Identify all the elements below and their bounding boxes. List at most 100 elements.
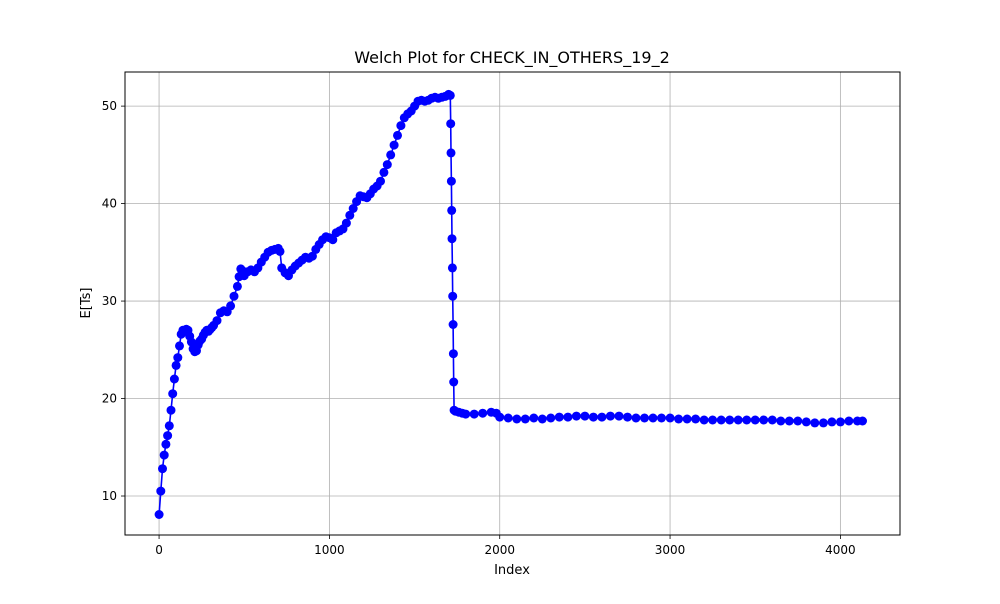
data-point — [446, 148, 456, 158]
data-point — [605, 411, 615, 421]
data-point — [827, 417, 837, 427]
x-tick-label: 4000 — [825, 543, 856, 557]
data-point — [588, 412, 598, 422]
data-point — [614, 411, 624, 421]
data-point — [154, 510, 164, 519]
data-point — [682, 414, 692, 424]
data-point — [631, 413, 641, 423]
data-point — [341, 218, 351, 228]
data-point — [379, 167, 389, 177]
x-tick-label: 2000 — [484, 543, 515, 557]
x-axis-label: Index — [494, 563, 530, 578]
data-point — [503, 413, 513, 423]
data-point — [156, 486, 166, 496]
data-point — [520, 414, 530, 424]
data-point — [742, 415, 752, 425]
data-point — [386, 150, 396, 160]
data-point — [169, 374, 179, 384]
data-point — [159, 450, 169, 460]
data-point — [396, 121, 406, 131]
data-point — [784, 416, 794, 426]
data-point — [512, 414, 522, 424]
data-point — [767, 415, 777, 425]
data-point — [175, 341, 184, 351]
data-point — [640, 413, 649, 423]
data-point — [171, 360, 181, 370]
data-point — [776, 416, 786, 426]
y-tick-label: 10 — [102, 489, 117, 503]
data-point — [158, 464, 167, 474]
data-point — [554, 412, 564, 422]
data-point — [307, 251, 317, 261]
data-point — [537, 414, 547, 424]
data-point — [226, 301, 236, 311]
data-point — [163, 431, 173, 441]
grid-lines — [125, 72, 900, 535]
data-point — [166, 405, 176, 415]
data-point — [793, 416, 803, 426]
y-tick-label: 40 — [102, 197, 117, 211]
data-point — [393, 130, 402, 140]
data-point — [597, 412, 607, 422]
data-point — [571, 411, 581, 421]
data-point — [733, 415, 743, 425]
data-point — [648, 413, 658, 423]
data-point — [448, 320, 458, 329]
data-point — [161, 439, 171, 449]
data-point — [563, 412, 573, 422]
data-point — [691, 414, 701, 424]
data-point — [657, 413, 666, 423]
data-point — [446, 119, 456, 129]
data-point — [348, 204, 358, 213]
y-axis-label: E[Ts] — [79, 288, 94, 319]
data-point — [844, 416, 854, 426]
plot-area — [154, 89, 867, 519]
data-point — [447, 263, 457, 273]
data-point — [750, 415, 760, 425]
data-point — [699, 415, 709, 425]
data-point — [168, 389, 178, 399]
data-point — [448, 349, 458, 359]
x-tick-label: 3000 — [655, 543, 686, 557]
data-point — [478, 408, 488, 418]
data-point — [810, 418, 820, 428]
data-point — [345, 210, 355, 220]
data-point — [580, 411, 590, 421]
y-tick-label: 20 — [102, 392, 117, 406]
chart-title: Welch Plot for CHECK_IN_OTHERS_19_2 — [354, 48, 670, 68]
data-point — [232, 281, 242, 291]
data-point — [275, 246, 285, 256]
data-point — [759, 415, 769, 425]
y-tick-label: 30 — [102, 294, 117, 308]
data-point — [818, 418, 828, 428]
data-point — [495, 412, 505, 422]
data-point — [546, 413, 556, 423]
data-point — [376, 176, 385, 186]
data-point — [445, 90, 455, 100]
data-point — [674, 414, 684, 424]
data-point — [623, 412, 632, 422]
data-point — [461, 409, 471, 419]
data-point — [328, 235, 338, 245]
axes-frame — [124, 71, 901, 536]
data-point — [858, 416, 867, 426]
data-point — [835, 417, 845, 427]
axis-ticks: 0 1000 2000 3000 4000 10 20 30 40 50 — [102, 99, 856, 557]
data-point — [173, 353, 183, 363]
data-point — [469, 409, 479, 419]
data-point — [446, 176, 456, 186]
data-point — [447, 205, 457, 215]
data-point — [725, 415, 735, 425]
data-point — [382, 160, 392, 170]
data-point — [801, 417, 811, 427]
data-point — [665, 413, 675, 423]
y-tick-label: 50 — [102, 99, 117, 113]
data-point — [186, 337, 196, 347]
data-point — [708, 415, 718, 425]
data-point — [229, 291, 239, 301]
x-tick-label: 1000 — [314, 543, 345, 557]
data-point — [448, 291, 458, 301]
x-tick-label: 0 — [155, 543, 163, 557]
